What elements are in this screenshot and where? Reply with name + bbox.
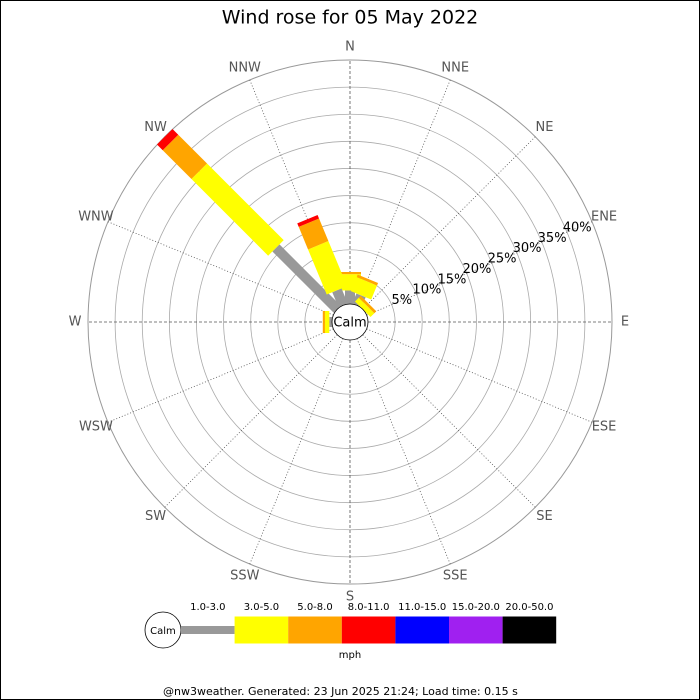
bar-segment <box>358 295 377 314</box>
bar-segment <box>297 214 320 227</box>
legend-swatch <box>181 626 235 634</box>
bar-segment <box>329 317 332 327</box>
bar-segment <box>324 311 330 333</box>
direction-label: SSW <box>230 569 260 584</box>
legend-label: 15.0-20.0 <box>452 602 500 613</box>
direction-label: WNW <box>78 209 114 224</box>
bar-segment <box>354 297 375 318</box>
direction-label: E <box>621 315 629 330</box>
direction-label: NNE <box>441 60 469 75</box>
grid-ring <box>277 249 423 395</box>
direction-bars <box>354 295 377 318</box>
bar-segment <box>191 163 284 256</box>
legend-swatch <box>502 616 557 644</box>
direction-label: NE <box>535 120 553 135</box>
bar-segment <box>332 288 348 308</box>
bar-segment <box>339 272 361 275</box>
grid-ring <box>223 195 477 449</box>
direction-label: NNW <box>229 60 261 75</box>
legend-swatch <box>234 616 289 644</box>
direction-label: WSW <box>79 420 113 435</box>
legend-swatch <box>449 616 503 644</box>
grid-ring <box>141 113 559 531</box>
chart-title: Wind rose for 05 May 2022 <box>222 7 479 29</box>
direction-label: SW <box>145 509 166 524</box>
bar-segment <box>162 134 208 180</box>
r-tick-label: 15% <box>437 272 466 287</box>
legend-label: 3.0-5.0 <box>244 602 279 613</box>
direction-bars <box>339 272 361 304</box>
calm-label: Calm <box>333 316 366 331</box>
direction-label: NW <box>144 120 167 135</box>
r-tick-label: 30% <box>513 241 542 256</box>
direction-label: S <box>346 590 354 605</box>
bar-segment <box>156 128 179 151</box>
direction-label: ESE <box>592 420 617 435</box>
direction-label: W <box>69 315 82 330</box>
bar-segment <box>298 218 329 250</box>
legend-swatch <box>395 616 449 644</box>
outer-ring <box>87 59 613 585</box>
r-tick-label: 40% <box>563 220 592 235</box>
direction-label: SSE <box>443 569 468 584</box>
bar-segment <box>345 290 355 304</box>
direction-label: N <box>345 40 355 55</box>
r-tick-label: 10% <box>412 283 441 298</box>
legend-unit: mph <box>339 650 361 661</box>
r-tick-label: 35% <box>538 231 567 246</box>
calm-circle <box>331 303 369 341</box>
direction-bars <box>322 311 332 333</box>
direction-label: SE <box>536 509 552 524</box>
bar-segment <box>308 241 348 295</box>
direction-label: ENE <box>591 209 617 224</box>
r-tick-label: 25% <box>488 252 517 267</box>
bar-segment <box>322 311 325 333</box>
legend-swatch <box>288 616 342 644</box>
direction-bars <box>156 128 341 313</box>
bar-segment <box>272 244 341 313</box>
legend-label: 20.0-50.0 <box>505 602 553 613</box>
bar-segment <box>356 274 379 286</box>
r-tick-label: 5% <box>392 293 413 308</box>
footer: @nw3weather. Generated: 23 Jun 2025 21:2… <box>163 685 518 698</box>
legend-swatch <box>341 616 396 644</box>
legend-label: 8.0-11.0 <box>348 602 390 613</box>
legend-label: 1.0-3.0 <box>190 602 225 613</box>
legend-label: 5.0-8.0 <box>297 602 332 613</box>
bar-segment <box>350 277 378 300</box>
direction-bars <box>297 214 348 308</box>
legend-calm-label: Calm <box>150 626 176 637</box>
legend-label: 11.0-15.0 <box>398 602 446 613</box>
r-tick-label: 20% <box>463 262 492 277</box>
